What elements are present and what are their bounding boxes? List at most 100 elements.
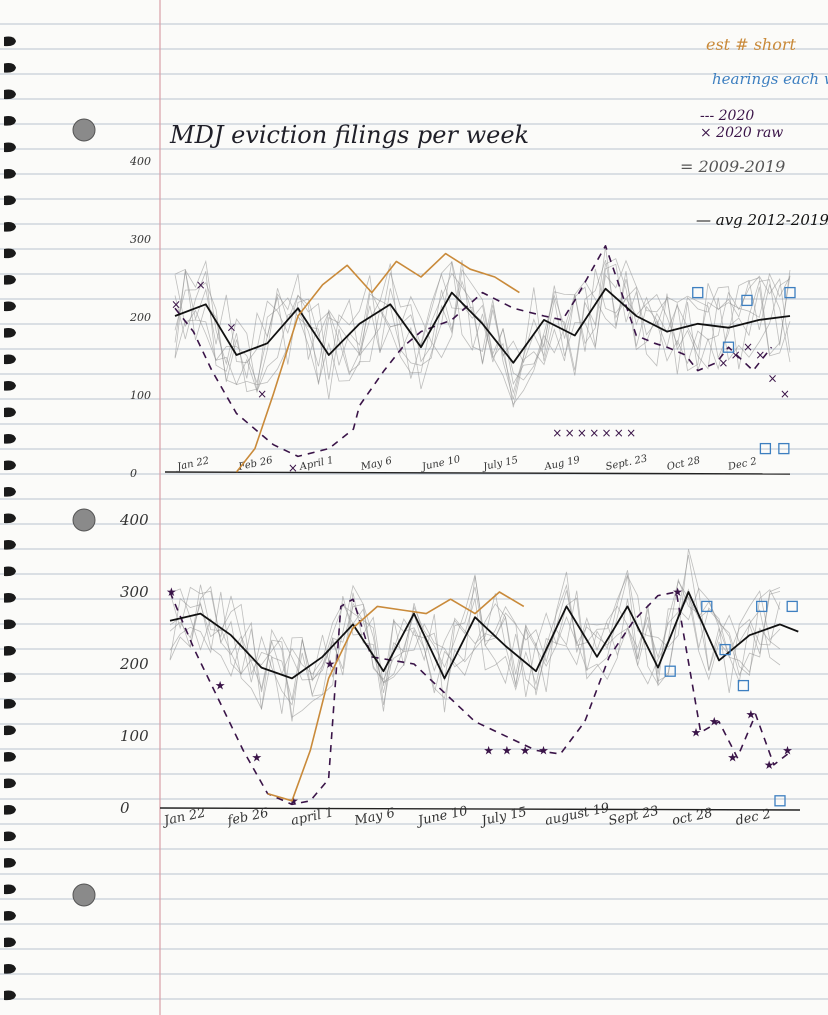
punch-hole xyxy=(72,118,96,142)
raw-2020-marker: ★ xyxy=(691,725,702,739)
hearing-marker xyxy=(692,286,704,299)
x-tick-label: Dec 2 xyxy=(726,456,758,473)
x-axis-line xyxy=(159,807,801,811)
history-line xyxy=(169,578,781,691)
x-tick-label: Jan 22 xyxy=(160,806,207,830)
hearing-marker xyxy=(722,341,735,353)
spiral-coil xyxy=(4,805,16,815)
hearing-marker xyxy=(664,665,676,677)
spiral-coil xyxy=(4,858,16,868)
spiral-coil xyxy=(4,487,16,497)
raw-2020-marker: × xyxy=(743,340,753,354)
y-tick-label: 100 xyxy=(120,727,149,745)
history-line xyxy=(174,246,791,385)
spiral-coil xyxy=(4,937,16,948)
x-tick-label: Aug 19 xyxy=(543,455,582,474)
raw-2020-marker: ★ xyxy=(782,743,793,757)
legend-2020: --- 2020 xyxy=(700,108,754,124)
x-tick-label: dec 2 xyxy=(734,807,772,829)
spiral-coil xyxy=(4,460,16,471)
spiral-coil xyxy=(4,63,16,73)
spiral-coil xyxy=(4,328,16,338)
legend-2020-raw: × 2020 raw xyxy=(700,125,783,141)
raw-2020-marker: × xyxy=(780,387,790,401)
punch-hole xyxy=(72,508,96,532)
y-tick-label: 400 xyxy=(129,155,151,168)
y-tick-label: 0 xyxy=(130,467,137,480)
raw-2020-marker: ★ xyxy=(483,743,494,757)
legend-hearings: hearings each week xyxy=(712,70,828,88)
legend-avg: — avg 2012-2019 xyxy=(696,211,828,229)
spiral-coil xyxy=(4,593,16,603)
raw-2020-marker: ★ xyxy=(325,657,336,671)
series-est-short xyxy=(267,591,525,802)
spiral-coil xyxy=(4,222,16,232)
raw-2020-marker: × xyxy=(768,371,778,385)
spiral-binding xyxy=(4,36,16,1001)
spiral-coil xyxy=(4,407,16,418)
hearing-marker xyxy=(784,286,796,299)
spiral-coil xyxy=(4,195,16,206)
x-tick-label: Oct 28 xyxy=(666,455,701,473)
history-line xyxy=(174,259,791,400)
raw-2020-marker: × xyxy=(288,461,298,475)
y-tick-label: 200 xyxy=(129,311,151,324)
history-line xyxy=(174,261,791,406)
spiral-coil xyxy=(4,778,16,789)
raw-2020-marker: ★ xyxy=(709,715,720,729)
spiral-coil xyxy=(4,301,16,312)
spiral-coil xyxy=(4,36,16,47)
series-2020 xyxy=(169,591,793,806)
raw-2020-marker: × xyxy=(755,348,765,362)
legend-est-short: est # short xyxy=(706,35,796,54)
spiral-coil xyxy=(4,911,16,921)
raw-2020-marker: × xyxy=(257,387,267,401)
y-tick-label: 300 xyxy=(120,583,149,601)
raw-2020-marker: × xyxy=(718,356,728,370)
x-tick-label: June 10 xyxy=(414,804,469,830)
spiral-coil xyxy=(4,275,16,285)
history-line xyxy=(174,259,791,395)
x-tick-label: July 15 xyxy=(480,455,519,473)
raw-2020-marker: ★ xyxy=(520,743,531,757)
raw-2020-marker: ★ xyxy=(727,751,738,765)
spiral-coil xyxy=(4,752,16,762)
series-avg-2012-2019 xyxy=(169,591,799,680)
raw-2020-marker: × xyxy=(226,321,236,335)
spiral-coil xyxy=(4,619,16,630)
page-title: MDJ eviction filings per week xyxy=(169,121,529,149)
spiral-coil xyxy=(4,831,16,842)
history-line xyxy=(174,271,791,408)
spiral-coil xyxy=(4,116,16,126)
history-line xyxy=(169,549,781,718)
spiral-coil xyxy=(4,169,16,179)
history-line xyxy=(169,573,781,714)
x-tick-label: June 10 xyxy=(419,454,462,473)
spiral-coil xyxy=(4,884,16,895)
x-tick-label: Sept. 23 xyxy=(605,453,649,473)
y-tick-label: 100 xyxy=(130,389,151,402)
x-tick-label: April 1 xyxy=(298,455,335,473)
legend: est # short hearings each week --- 2020 … xyxy=(680,35,828,229)
raw-2020-marker: × xyxy=(171,297,181,311)
spiral-coil xyxy=(4,513,16,524)
spiral-coil xyxy=(4,248,16,259)
raw-2020-marker: × xyxy=(602,426,612,440)
y-tick-label: 200 xyxy=(119,655,149,673)
spiral-coil xyxy=(4,990,16,1001)
hearing-marker xyxy=(778,442,790,455)
raw-2020-marker: ★ xyxy=(502,743,513,757)
spiral-coil xyxy=(4,89,16,100)
spiral-coil xyxy=(4,699,16,709)
y-tick-label: 300 xyxy=(130,233,151,246)
raw-2020-marker: ★ xyxy=(538,743,549,757)
x-tick-label: feb 26 xyxy=(225,806,270,830)
hearing-marker xyxy=(719,643,731,656)
raw-2020-marker: ★ xyxy=(166,585,177,599)
history-line xyxy=(174,263,791,383)
legend-2009-2019: = 2009-2019 xyxy=(680,157,785,176)
y-tick-label: 0 xyxy=(120,799,130,817)
hearing-marker xyxy=(774,795,786,807)
hearing-marker xyxy=(786,600,798,613)
